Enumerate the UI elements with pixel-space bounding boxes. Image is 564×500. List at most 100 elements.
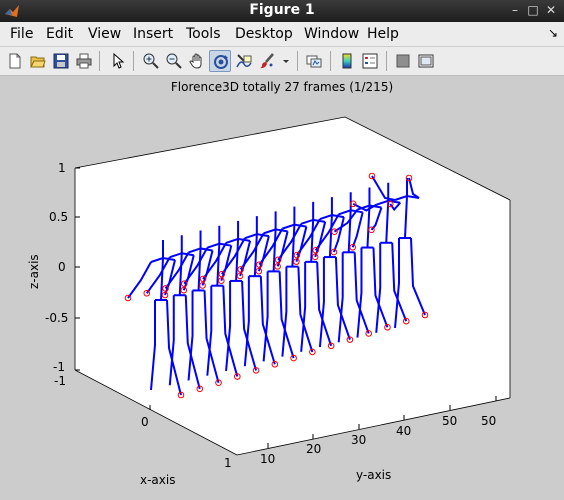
z-tick-label: 0.5	[49, 210, 68, 224]
print-icon[interactable]	[73, 50, 95, 72]
skeleton-shoulders	[375, 199, 401, 206]
toolbar-separator	[99, 51, 100, 71]
joint-marker	[215, 379, 222, 386]
joint-marker	[293, 251, 301, 259]
skeleton-right-leg	[241, 280, 258, 371]
menu-dock-arrow-icon[interactable]: ↘	[547, 26, 558, 40]
z-tick-label: 1	[58, 161, 66, 175]
skeleton-right-leg	[372, 247, 389, 328]
toolbar-separator	[330, 51, 331, 71]
joint-marker	[180, 286, 188, 294]
joint-marker	[290, 354, 297, 362]
y-tick-label: 30	[351, 433, 366, 447]
skeleton-left-leg	[356, 247, 363, 338]
toolbar-separator	[386, 51, 387, 71]
maximize-button[interactable]: □	[527, 3, 539, 17]
y-axis-line	[236, 397, 511, 456]
joint-marker	[421, 311, 429, 319]
skeleton-right-leg	[316, 261, 333, 347]
skeleton-left-arm	[296, 218, 321, 256]
joint-marker	[271, 360, 279, 368]
skeleton-right-arm	[389, 202, 401, 212]
menu-file[interactable]: File	[10, 26, 34, 42]
skeleton-right-leg	[410, 237, 426, 316]
colorbar-icon[interactable]	[336, 50, 358, 72]
window-titlebar: Figure 1 – □ ✕	[0, 0, 564, 22]
joint-marker	[311, 253, 319, 261]
skeleton-shoulders	[263, 228, 288, 235]
joint-marker	[256, 261, 263, 268]
hide-plot-tools-icon[interactable]	[392, 50, 414, 72]
skeleton-shoulders	[169, 252, 194, 259]
skeleton-right-leg	[184, 295, 201, 390]
joint-marker	[162, 285, 169, 292]
skeleton-left-arm	[277, 223, 303, 261]
skeleton-shoulders	[282, 223, 307, 230]
joint-marker	[274, 263, 281, 270]
skeleton-left-arm	[164, 251, 190, 290]
legend-icon[interactable]	[359, 50, 381, 72]
skeleton-right-leg	[334, 257, 351, 340]
y-tick-label: 50	[481, 414, 496, 428]
skeleton-shoulders	[300, 218, 326, 225]
skeleton-shoulders	[225, 237, 251, 244]
menu-desktop[interactable]: Desktop	[235, 26, 293, 42]
joint-marker	[124, 294, 132, 302]
minimize-button[interactable]: –	[512, 3, 518, 17]
menu-insert[interactable]: Insert	[133, 26, 174, 42]
menu-bar: File Edit View Insert Tools Desktop Wind…	[0, 22, 564, 47]
joint-marker	[368, 172, 376, 180]
skeleton-series	[124, 172, 429, 399]
close-button[interactable]: ✕	[545, 3, 557, 17]
menu-view[interactable]: View	[88, 26, 122, 42]
skeleton-shoulders	[338, 209, 363, 216]
toolbar-separator	[133, 51, 134, 71]
link-plot-icon[interactable]	[303, 50, 325, 72]
skeleton-left-leg	[375, 242, 382, 333]
joint-marker	[309, 348, 316, 356]
zoom-in-icon[interactable]	[140, 50, 162, 72]
skeleton-left-arm	[202, 242, 227, 280]
skeleton-left-leg	[394, 238, 400, 329]
y-axis-label: y-axis	[356, 468, 391, 482]
brush-dropdown-icon[interactable]	[278, 50, 290, 72]
data-cursor-icon[interactable]	[233, 50, 255, 72]
brush-icon[interactable]	[256, 50, 278, 72]
joint-marker	[349, 200, 357, 208]
rotate-3d-icon[interactable]	[209, 50, 231, 72]
skeleton-right-leg	[278, 271, 295, 359]
y-tick-label: 40	[396, 424, 411, 438]
skeleton-right-leg	[391, 242, 408, 322]
pan-hand-icon[interactable]	[186, 50, 208, 72]
menu-tools[interactable]: Tools	[186, 26, 221, 42]
joint-marker	[236, 272, 244, 280]
show-plot-tools-icon[interactable]	[415, 50, 437, 72]
skeleton-left-arm	[371, 175, 396, 201]
skeleton-left-leg	[281, 266, 288, 357]
select-arrow-icon[interactable]	[107, 50, 129, 72]
joint-marker	[349, 244, 356, 251]
new-figure-icon[interactable]	[4, 50, 26, 72]
menu-window[interactable]: Window	[304, 26, 360, 42]
figure-toolbar	[0, 47, 564, 76]
menu-edit[interactable]: Edit	[46, 26, 74, 42]
y-tick-label: 10	[260, 452, 275, 466]
skeleton-left-arm	[127, 261, 152, 299]
skeleton-shoulders	[244, 233, 270, 240]
skeleton-left-leg	[187, 290, 194, 381]
skeleton-right-arm	[370, 207, 383, 231]
open-file-icon[interactable]	[27, 50, 49, 72]
skeleton-right-leg	[297, 266, 314, 353]
axes-back-edges	[74, 116, 511, 201]
skeleton-right-leg	[259, 276, 276, 365]
joint-marker	[384, 324, 391, 331]
joint-marker	[365, 330, 372, 337]
save-icon[interactable]	[50, 50, 72, 72]
joint-marker	[199, 282, 206, 289]
zoom-out-icon[interactable]	[163, 50, 185, 72]
skeleton-left-arm	[258, 228, 284, 266]
skeleton-left-arm	[314, 213, 340, 251]
z-tick-label: -1	[53, 360, 65, 374]
menu-help[interactable]: Help	[367, 26, 399, 42]
